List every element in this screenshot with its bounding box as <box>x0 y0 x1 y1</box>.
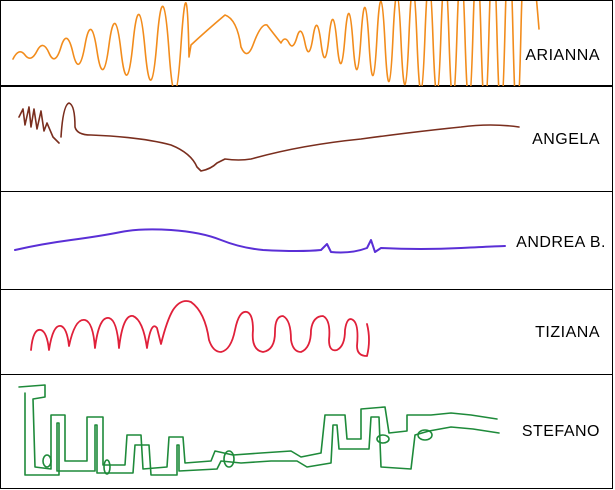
name-label: TIZIANA <box>535 324 600 341</box>
drawing-arianna <box>12 1 540 87</box>
drawing-angela <box>18 102 520 172</box>
row-stefano: STEFANO <box>0 374 613 489</box>
name-label: ANGELA <box>532 131 600 148</box>
row-angela: ANGELA <box>0 86 613 192</box>
drawing-andrea-b <box>14 228 506 254</box>
row-tiziana: TIZIANA <box>0 289 613 375</box>
name-label: ARIANNA <box>525 47 600 64</box>
name-label: STEFANO <box>521 423 600 440</box>
drawing-stefano <box>18 384 500 476</box>
row-andrea-b: ANDREA B. <box>0 191 613 290</box>
name-label: ANDREA B. <box>516 234 606 251</box>
drawing-tiziana <box>30 300 370 357</box>
row-arianna: ARIANNA <box>0 0 613 87</box>
